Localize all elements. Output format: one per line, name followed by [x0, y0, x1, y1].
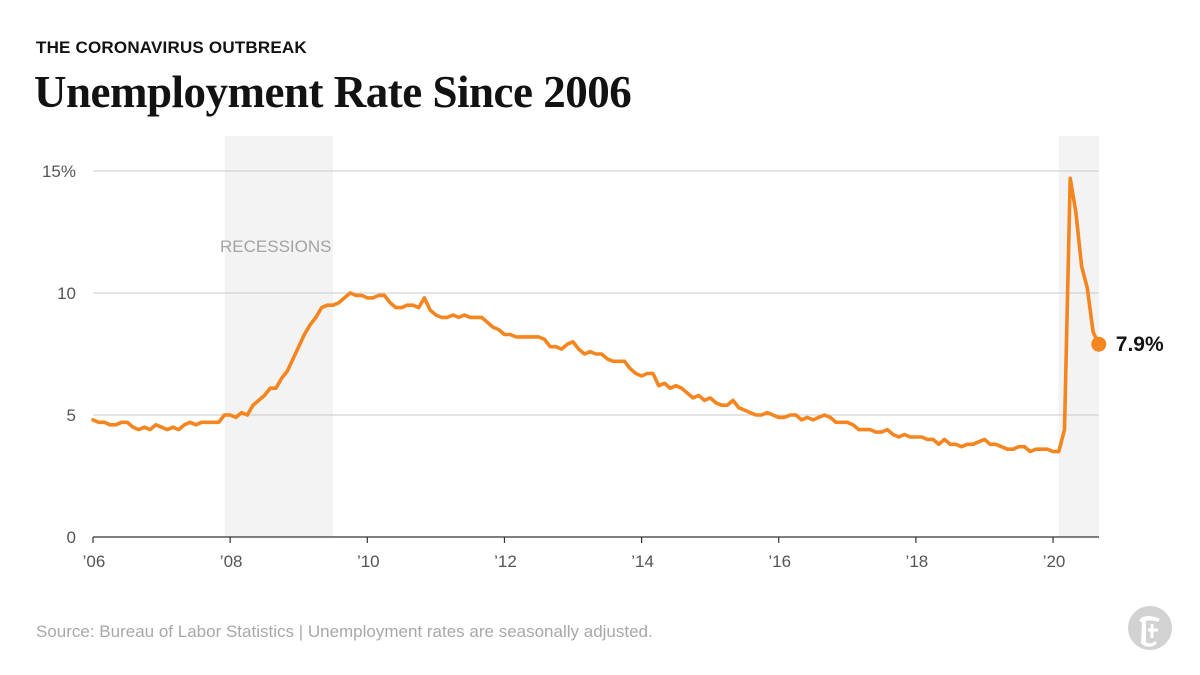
- end-point-marker: [1091, 336, 1107, 352]
- series-line-unemployment-rate: [91, 176, 1101, 454]
- y-axis: 15% 10 5 0: [42, 162, 76, 547]
- x-tick-label: ’16: [768, 552, 791, 571]
- gridlines: [93, 170, 1099, 538]
- nyt-t-logo-icon: [1128, 606, 1172, 650]
- x-tick-label: ’08: [220, 552, 243, 571]
- chart: 15% 10 5 0 ’06 ’08 ’10 ’12 ’14 ’16 ’18 ’20 RECESSI…: [42, 136, 1164, 571]
- x-tick-label: ’14: [631, 552, 654, 571]
- x-tick-label: ’10: [357, 552, 380, 571]
- x-tick-label: ’18: [906, 552, 929, 571]
- page-title: Unemployment Rate Since 2006: [34, 67, 632, 117]
- end-value-label: 7.9%: [1116, 333, 1164, 356]
- y-tick-label: 10: [57, 284, 76, 303]
- x-axis: ’06 ’08 ’10 ’12 ’14 ’16 ’18 ’20: [83, 537, 1066, 571]
- y-tick-label: 5: [67, 406, 76, 425]
- x-tick-label: ’06: [83, 552, 106, 571]
- y-tick-label: 15%: [42, 162, 76, 181]
- y-tick-label: 0: [67, 528, 76, 547]
- x-tick-label: ’20: [1043, 552, 1066, 571]
- recession-label: RECESSIONS: [220, 237, 331, 256]
- source-note: Source: Bureau of Labor Statistics | Une…: [36, 622, 653, 641]
- x-tick-label: ’12: [494, 552, 517, 571]
- recession-band-2: [1058, 136, 1099, 537]
- kicker: THE CORONAVIRUS OUTBREAK: [36, 38, 307, 57]
- recession-band-1: [224, 136, 334, 537]
- recession-bands: [224, 136, 1099, 537]
